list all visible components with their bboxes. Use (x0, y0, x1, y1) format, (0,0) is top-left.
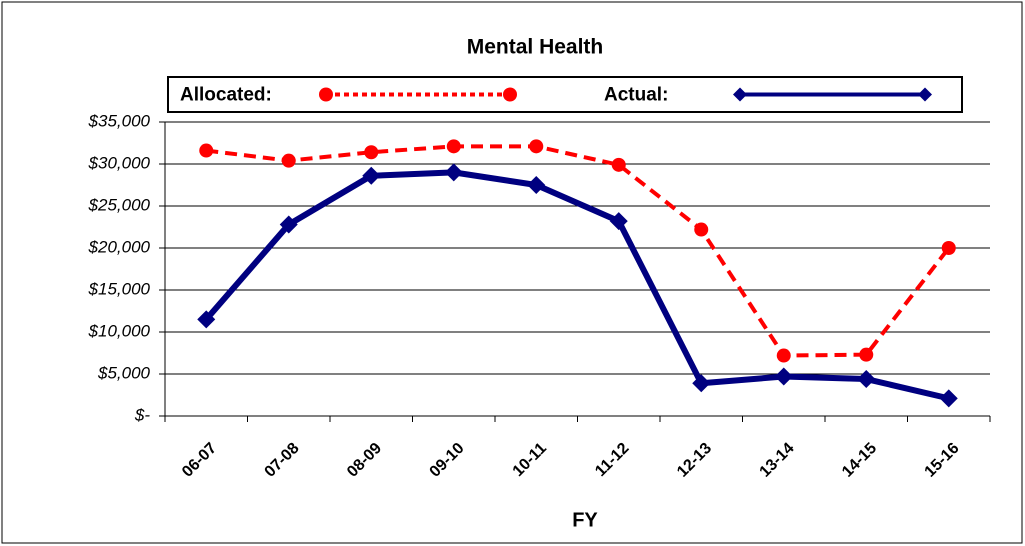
data-point (609, 212, 628, 231)
data-point (611, 157, 626, 172)
legend-label: Actual: (604, 85, 668, 106)
data-point (774, 367, 793, 386)
legend-label: Allocated: (180, 85, 272, 106)
legend-marker (918, 87, 932, 102)
data-point (281, 153, 296, 168)
series-line (203, 169, 950, 402)
data-point (527, 176, 546, 194)
y-tick-label: $- (134, 405, 150, 424)
y-tick-label: $25,000 (88, 195, 151, 214)
legend-marker (319, 87, 333, 102)
data-point (941, 241, 956, 255)
y-tick-label: $5,000 (97, 363, 151, 382)
legend-marker (733, 87, 747, 102)
data-point (529, 139, 544, 154)
y-tick-label: $20,000 (88, 237, 151, 256)
data-point (197, 310, 216, 329)
data-point (364, 145, 379, 160)
series-line (206, 144, 951, 358)
data-point (939, 389, 958, 408)
y-tick-label: $30,000 (88, 153, 151, 172)
x-axis-label: FY (572, 509, 598, 531)
data-point (279, 215, 298, 234)
y-tick-label: $10,000 (88, 321, 151, 340)
data-point (857, 370, 876, 389)
data-point (446, 139, 461, 154)
data-point (776, 348, 791, 363)
data-point (694, 222, 709, 237)
data-point (859, 347, 874, 362)
data-point (692, 374, 711, 393)
legend-marker (503, 87, 517, 102)
y-tick-label: $15,000 (88, 279, 151, 298)
data-point (199, 143, 214, 158)
data-point (444, 163, 463, 182)
data-point (362, 166, 381, 185)
y-tick-label: $35,000 (88, 111, 151, 130)
chart-title: Mental Health (467, 36, 604, 59)
